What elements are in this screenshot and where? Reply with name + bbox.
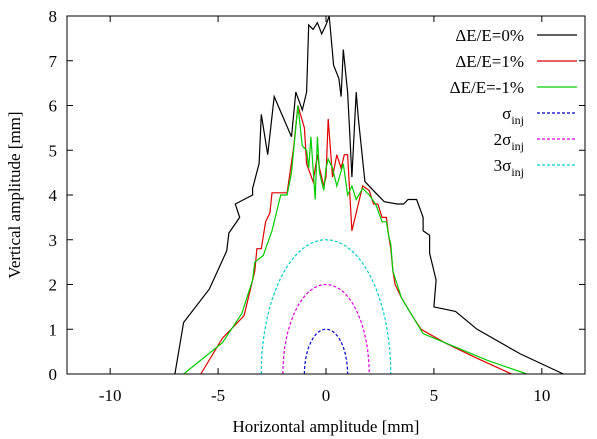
series-line-4 [303, 328, 349, 374]
y-tick-label: 4 [49, 186, 58, 205]
legend-label: 3σinj [494, 156, 524, 179]
x-axis-title: Horizontal amplitude [mm] [233, 417, 420, 436]
series-line-2 [200, 105, 512, 375]
legend-label: ΔE/E=0% [455, 26, 524, 45]
x-tick-label: 0 [322, 386, 331, 405]
series-line-5 [282, 283, 370, 375]
y-axis-title: Vertical amplitude [mm] [5, 111, 24, 278]
legend-label: 2σinj [494, 130, 524, 153]
series-line-3 [183, 105, 527, 375]
ticks-layer: -10 -5 0 5 10 0 1 2 3 4 5 6 7 8 [49, 7, 585, 405]
y-tick-label: 1 [49, 320, 58, 339]
y-tick-label: 6 [49, 97, 58, 116]
series-line-1 [174, 15, 564, 375]
y-tick-label: 8 [49, 7, 58, 26]
series-line-6 [260, 239, 392, 375]
x-tick-label: -5 [211, 386, 225, 405]
legend-label: ΔE/E=1% [455, 52, 524, 71]
y-tick-label: 0 [49, 365, 58, 384]
x-tick-label: -10 [99, 386, 122, 405]
x-tick-label: 5 [430, 386, 439, 405]
legend-label: ΔE/E=-1% [450, 78, 524, 97]
x-tick-label: 10 [533, 386, 550, 405]
legend-label: σinj [502, 104, 524, 127]
y-tick-label: 2 [49, 276, 58, 295]
legend: ΔE/E=0% ΔE/E=1% ΔE/E=-1% σinj 2σinj 3σinj [450, 26, 577, 179]
y-tick-label: 5 [49, 141, 58, 160]
series-layer [174, 15, 564, 375]
y-tick-label: 3 [49, 231, 58, 250]
y-tick-label: 7 [49, 52, 58, 71]
